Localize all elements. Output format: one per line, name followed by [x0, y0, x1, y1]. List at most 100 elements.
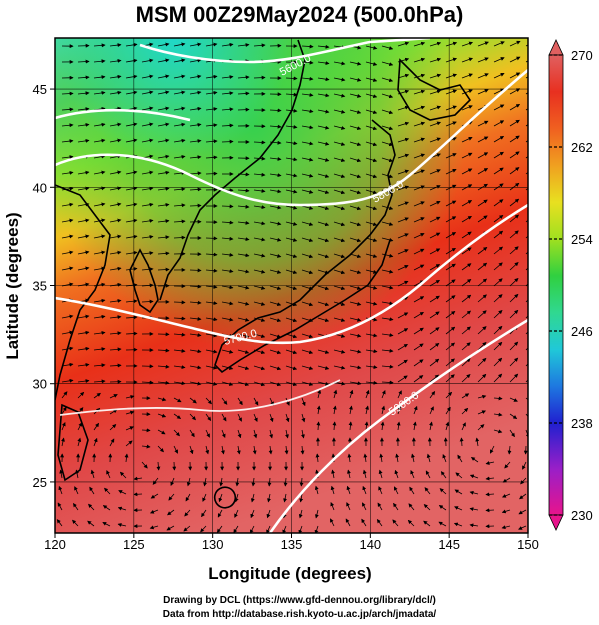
wind-arrow	[493, 278, 503, 287]
wind-arrow	[346, 485, 351, 495]
wind-arrow	[317, 301, 330, 307]
wind-arrow	[61, 250, 74, 255]
wind-arrow	[109, 363, 122, 368]
wind-arrow	[349, 269, 362, 275]
wind-arrow	[253, 301, 266, 306]
wind-arrow	[429, 327, 440, 335]
colorbar-bottom-arrow	[548, 514, 564, 531]
wind-arrow	[301, 221, 314, 227]
wind-arrow	[77, 314, 90, 319]
wind-arrow	[221, 204, 234, 209]
wind-arrow	[461, 215, 472, 223]
wind-arrow	[157, 267, 170, 272]
wind-arrow	[395, 453, 400, 463]
wind-arrow	[102, 505, 111, 511]
wind-arrow	[345, 518, 351, 527]
wind-arrow	[454, 489, 463, 495]
wind-arrow	[477, 120, 489, 127]
wind-arrow	[440, 471, 447, 479]
wind-arrow	[157, 42, 170, 47]
wind-arrow	[157, 380, 170, 385]
wind-arrow	[93, 170, 106, 175]
wind-arrow	[461, 200, 473, 207]
wind-arrow	[189, 413, 196, 421]
wind-arrow	[461, 422, 466, 431]
wind-arrow	[333, 205, 346, 211]
wind-arrow	[189, 381, 202, 386]
wind-arrow	[349, 317, 362, 322]
wind-arrow	[77, 234, 90, 239]
wind-arrow	[109, 347, 122, 352]
wind-arrow	[221, 220, 234, 225]
wind-arrow	[477, 73, 489, 79]
wind-arrow	[253, 349, 266, 355]
wind-arrow	[365, 109, 378, 115]
wind-arrow	[109, 218, 122, 223]
wind-arrow	[333, 301, 346, 307]
wind-arrow	[423, 504, 431, 511]
wind-arrow	[333, 93, 346, 98]
wind-arrow	[77, 107, 90, 112]
wind-arrow	[413, 41, 426, 47]
wind-arrow	[93, 298, 106, 303]
wind-arrow	[477, 373, 487, 383]
wind-arrow	[493, 120, 505, 127]
wind-arrow	[413, 233, 425, 239]
wind-arrow	[349, 173, 362, 179]
wind-arrow	[394, 469, 399, 479]
wind-arrow	[469, 523, 479, 528]
wind-arrow	[125, 170, 138, 175]
wind-arrow	[333, 269, 346, 275]
wind-arrow	[381, 205, 394, 211]
wind-arrow	[376, 518, 383, 527]
wind-arrow	[429, 358, 440, 367]
wind-arrow	[477, 183, 488, 191]
wind-arrow	[477, 326, 487, 335]
wind-arrow	[445, 41, 458, 47]
wind-arrow	[189, 445, 194, 455]
wind-arrow	[333, 77, 346, 82]
wind-arrow	[349, 285, 362, 290]
wind-arrow	[429, 264, 441, 271]
wind-arrow	[349, 381, 362, 386]
wind-arrow	[429, 374, 440, 383]
wind-arrow	[173, 235, 186, 240]
wind-arrow	[365, 173, 378, 179]
wind-arrow	[317, 141, 330, 146]
wind-arrow	[267, 477, 272, 487]
wind-arrow	[396, 421, 401, 431]
wind-arrow	[413, 185, 425, 191]
wind-arrow	[189, 284, 202, 289]
wind-arrow	[445, 374, 455, 383]
wind-arrow	[205, 236, 218, 241]
wind-arrow	[61, 437, 65, 447]
wind-arrow	[205, 90, 218, 95]
wind-arrow	[477, 394, 487, 399]
wind-arrow	[93, 122, 106, 127]
wind-arrow	[518, 525, 527, 530]
wind-arrow	[61, 282, 74, 287]
wind-arrow	[509, 429, 515, 438]
wind-arrow	[477, 410, 487, 415]
wind-arrow	[365, 157, 378, 163]
wind-arrow	[429, 41, 442, 47]
wind-arrow	[284, 445, 289, 455]
wind-arrow	[285, 381, 298, 387]
wind-arrow	[504, 461, 511, 469]
wind-arrow	[109, 315, 122, 320]
wind-arrow	[221, 75, 234, 80]
wind-arrow	[102, 522, 111, 527]
wind-arrow	[501, 525, 511, 530]
wind-arrow	[317, 221, 330, 227]
wind-arrow	[411, 453, 415, 463]
wind-arrow	[317, 173, 330, 178]
wind-arrow	[205, 252, 218, 257]
wind-arrow	[493, 57, 505, 63]
wind-arrow	[485, 508, 495, 513]
height-contours	[55, 38, 528, 533]
wind-arrow	[301, 365, 314, 371]
contour-line-5800	[55, 69, 528, 207]
wind-arrow	[285, 365, 298, 371]
wind-arrow	[301, 397, 306, 407]
wind-arrow	[429, 390, 436, 399]
